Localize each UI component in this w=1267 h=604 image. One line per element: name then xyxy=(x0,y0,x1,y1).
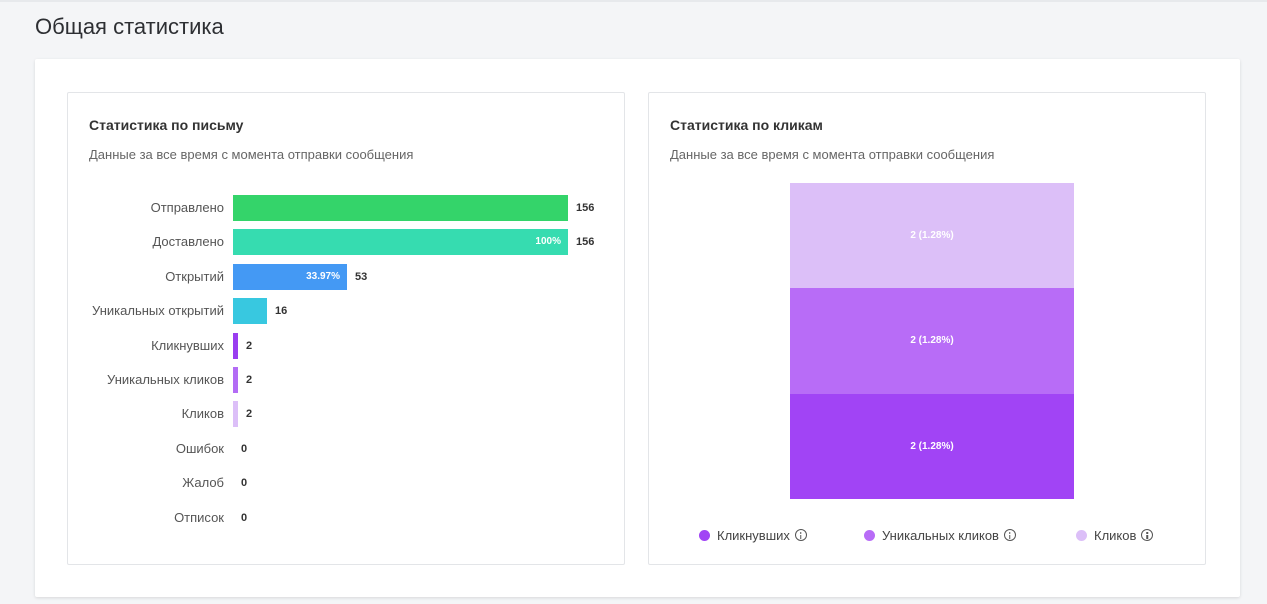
bar-value-label: 0 xyxy=(241,442,248,455)
bar-value-label: 2 xyxy=(246,339,253,352)
bar-category-label: Отправлено xyxy=(150,200,224,215)
bar-value-label: 2 xyxy=(246,408,253,421)
bar-row: Открытий 33.97% 53 xyxy=(68,263,624,290)
bar-category-label: Открытий xyxy=(165,268,224,284)
legend-label: Кликнувших xyxy=(717,527,790,543)
stacked-segment[interactable]: 2 (1.28%) xyxy=(790,393,1074,499)
bar-value-label: 156 xyxy=(576,236,595,249)
bar-value-label: 156 xyxy=(576,202,595,214)
segment-value-label: 2 (1.28%) xyxy=(910,335,954,347)
bar-category-label: Отписок xyxy=(174,509,224,525)
letter-bar-chart: Отправлено 156 Доставлено 100% 156 Открытий 33… xyxy=(68,93,624,564)
bar-value-label: 2 xyxy=(246,374,253,386)
segment-value-label: 2 (1.28%) xyxy=(910,440,954,452)
bar-category-label: Кликов xyxy=(181,406,224,422)
click-stats-subtitle: Данные за все время с момента отправки с… xyxy=(670,147,995,162)
info-icon[interactable] xyxy=(794,529,807,541)
bar-row: Уникальных кликов 2 xyxy=(68,367,624,393)
bar-percent-label: 33.97% xyxy=(306,270,340,282)
legend-label: Уникальных кликов xyxy=(882,527,999,543)
bar[interactable] xyxy=(233,229,568,256)
bar-value-label: 0 xyxy=(241,511,248,524)
bar[interactable] xyxy=(233,367,238,393)
page-title: Общая статистика xyxy=(35,14,224,39)
bar-row: Кликов 2 xyxy=(68,401,624,428)
bar-row: Уникальных открытий 16 xyxy=(68,298,624,325)
bar-row: Отправлено 156 xyxy=(68,195,624,221)
legend-label: Кликов xyxy=(1094,527,1137,543)
click-chart-legend: Кликнувших Уникальных кликов Кликов xyxy=(649,525,1205,545)
segment-value-label: 2 (1.28%) xyxy=(910,230,954,242)
bar[interactable] xyxy=(233,195,568,221)
bar-category-label: Жалоб xyxy=(182,475,224,491)
bar-category-label: Ошибок xyxy=(175,440,224,456)
info-icon[interactable] xyxy=(1141,529,1154,541)
stacked-segment[interactable]: 2 (1.28%) xyxy=(790,183,1074,289)
stacked-segment[interactable]: 2 (1.28%) xyxy=(790,288,1074,394)
letter-stats-panel: Статистика по письму Данные за все время… xyxy=(67,92,625,565)
bar-category-label: Кликнувших xyxy=(151,337,224,353)
bar[interactable] xyxy=(233,298,267,325)
letter-stats-title: Статистика по письму xyxy=(89,117,244,133)
bar[interactable] xyxy=(233,401,238,428)
legend-item[interactable]: Кликов xyxy=(1076,525,1154,545)
bar-percent-label: 100% xyxy=(535,236,561,248)
legend-dot-icon xyxy=(864,529,875,541)
statistics-card: Статистика по письму Данные за все время… xyxy=(35,59,1240,597)
legend-item[interactable]: Кликнувших xyxy=(699,525,807,545)
bar-row: Доставлено 100% 156 xyxy=(68,229,624,256)
click-stats-panel: Статистика по кликам Данные за все время… xyxy=(648,92,1206,565)
bar-row: Жалоб 0 xyxy=(68,470,624,496)
click-stats-title: Статистика по кликам xyxy=(670,117,823,133)
bar-row: Ошибок 0 xyxy=(68,436,624,462)
bar-row: Кликнувших 2 xyxy=(68,332,624,359)
bar-category-label: Доставлено xyxy=(152,234,224,250)
bar-category-label: Уникальных открытий xyxy=(92,303,224,319)
legend-item[interactable]: Уникальных кликов xyxy=(864,525,1016,545)
bar-row: Отписок 0 xyxy=(68,505,624,531)
info-icon[interactable] xyxy=(1003,529,1016,541)
bar-value-label: 53 xyxy=(355,270,368,283)
bar-value-label: 0 xyxy=(241,477,248,490)
bar-category-label: Уникальных кликов xyxy=(107,372,224,387)
top-border xyxy=(0,0,1267,2)
letter-stats-subtitle: Данные за все время с момента отправки с… xyxy=(89,147,414,162)
legend-dot-icon xyxy=(1076,529,1087,541)
bar[interactable] xyxy=(233,263,347,290)
bar[interactable] xyxy=(233,332,238,359)
legend-dot-icon xyxy=(699,529,710,541)
bar-value-label: 16 xyxy=(275,305,288,318)
